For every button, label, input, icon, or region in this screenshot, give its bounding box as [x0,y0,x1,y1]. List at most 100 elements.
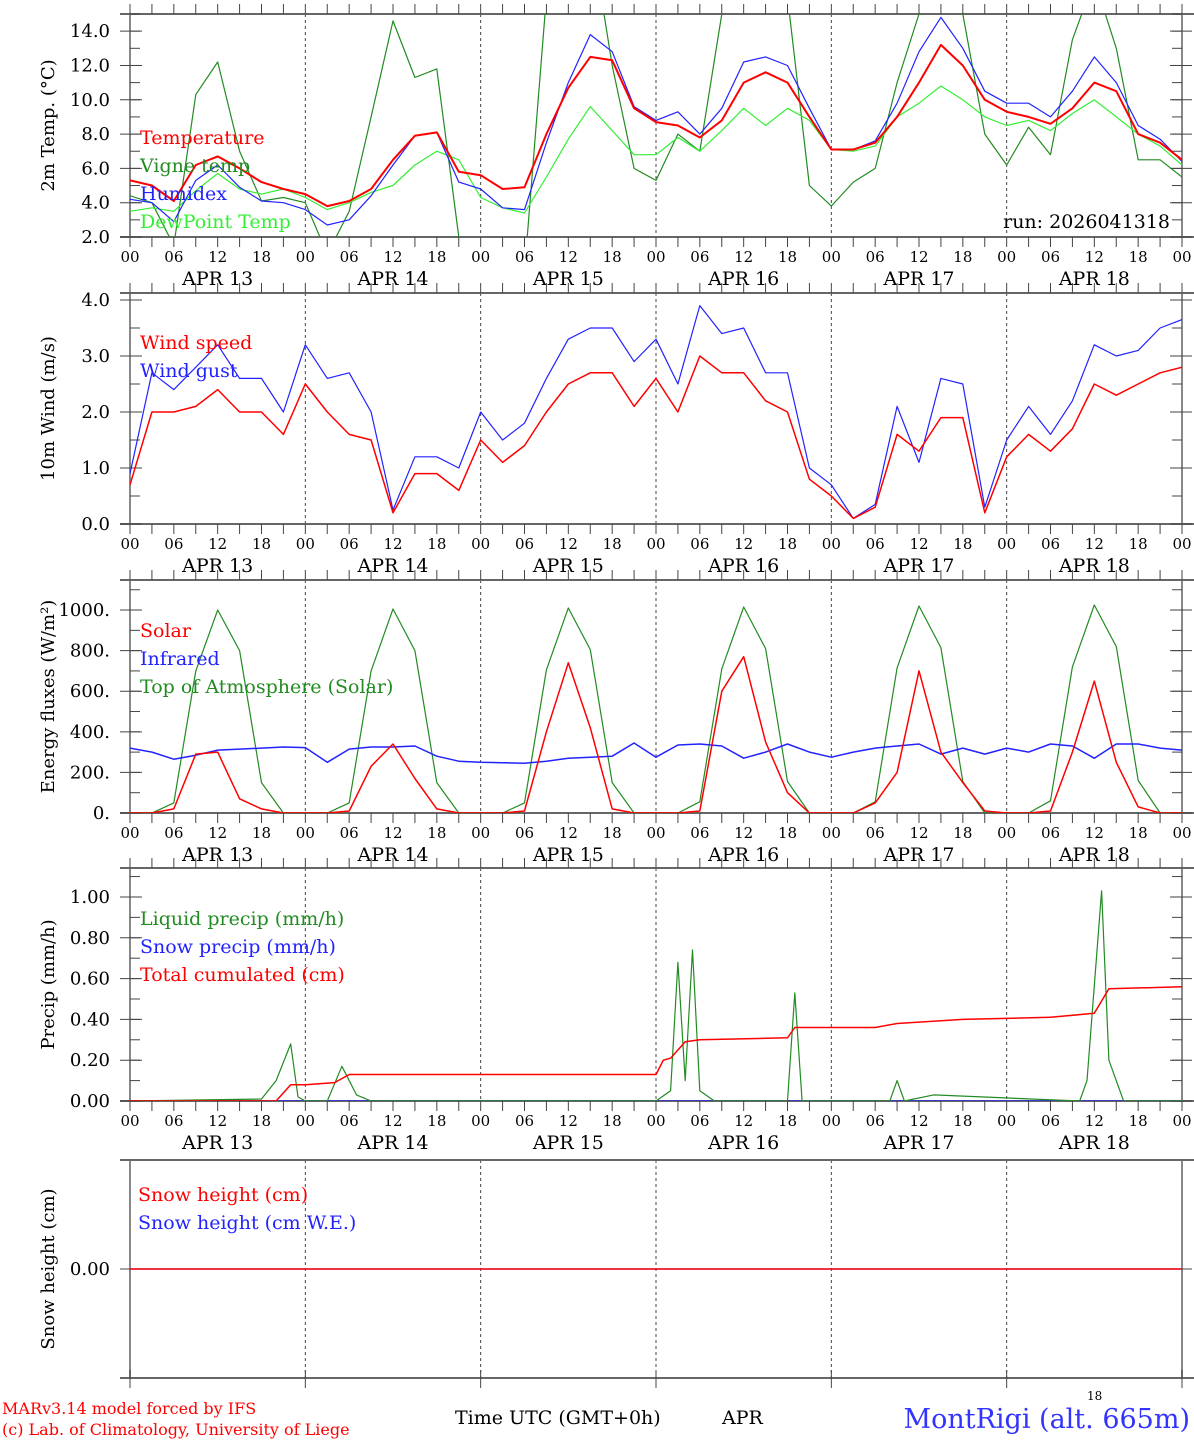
x-tick-label: 12 [208,824,227,842]
series-wind-gust [130,305,1182,520]
x-tick-label: 12 [1085,824,1104,842]
legend-entry: Snow height (cm) [138,1184,308,1206]
x-tick-label: 00 [822,824,841,842]
series-group [130,14,1182,237]
x-tick-label: 06 [690,1112,709,1130]
x-tick-label: 00 [1172,1112,1191,1130]
legend-entry: Vigne temp [139,155,250,177]
y-tick-label: 0.80 [70,928,110,949]
x-tick-label: 18 [1129,248,1148,266]
y-tick-label: 0.60 [70,969,110,990]
x-tick-label: 06 [164,535,183,553]
x-tick-label: 00 [646,1112,665,1130]
x-tick-label: 18 [603,1112,622,1130]
x-tick-label: 18 [427,535,446,553]
x-tick-label: 00 [822,535,841,553]
series-group [130,604,1182,813]
legend-entry: Solar [140,620,192,642]
y-tick-label: 4.0 [81,290,110,311]
x-day-label: APR 13 [181,844,253,866]
x-day-label: APR 14 [356,1132,428,1154]
panel-4: 00 06 12 18 00 06 12 18 00 06 12 18 00 06 12 18 00 06 12 18… [38,858,1194,1154]
x-tick-label: 12 [559,824,578,842]
x-tick-label: 00 [296,535,315,553]
x-tick-label: 18 [953,824,972,842]
x-tick-label: 06 [515,535,534,553]
y-tick-label: 0.0 [81,514,110,535]
run-annotation: run: 2026041318 [1003,211,1170,233]
x-tick-label: 00 [822,1112,841,1130]
x-tick-label: 06 [515,1112,534,1130]
y-tick-label: 0.00 [70,1091,110,1112]
x-tick-label: 00 [646,535,665,553]
y-tick-label: 2.0 [81,227,110,248]
legend-entry: Top of Atmosphere (Solar) [140,676,393,698]
y-tick-label: 12.0 [70,55,110,76]
x-tick-label: 12 [909,824,928,842]
x-tick-label: 00 [471,248,490,266]
y-tick-label: 600. [70,681,110,702]
y-tick-label: 6.0 [81,158,110,179]
y-tick-label: 0.00 [70,1259,110,1280]
x-tick-label: 12 [559,1112,578,1130]
x-tick-label: 06 [340,1112,359,1130]
x-tick-label: 06 [866,248,885,266]
series-vigne-temp [130,14,1182,237]
x-tick-label: 06 [340,248,359,266]
y-tick-label: 800. [70,641,110,662]
x-tick-label: 12 [1085,535,1104,553]
legend-entry: DewPoint Temp [140,211,291,233]
y-axis-label: 2m Temp. (°C) [38,59,59,191]
x-tick-label: 12 [383,824,402,842]
x-tick-label: 06 [1041,535,1060,553]
x-tick-label: 18 [953,248,972,266]
x-tick-label: 18 [252,1112,271,1130]
x-axis-title: Time UTC (GMT+0h) [455,1407,661,1429]
x-tick-label: 18 [427,824,446,842]
y-tick-label: 4.0 [81,193,110,214]
x-tick-label: 06 [690,535,709,553]
x-day-label: APR 15 [532,844,604,866]
y-axis-label: Precip (mm/h) [38,919,59,1049]
x-tick-label: 12 [909,248,928,266]
x-day-label: APR 15 [532,1132,604,1154]
x-tick-label: 12 [734,824,753,842]
x-day-label: APR 13 [181,1132,253,1154]
x-tick-label: 18 [778,824,797,842]
y-tick-label: 10.0 [70,90,110,111]
x-tick-label: 18 [427,1112,446,1130]
x-tick-label: 00 [471,535,490,553]
x-tick-label: 06 [690,824,709,842]
x-tick-label: 12 [734,248,753,266]
x-day-label: APR 17 [882,1132,954,1154]
x-tick-label: 18 [252,535,271,553]
y-axis-label: 10m Wind (m/s) [38,336,59,481]
panel-5: 0.00 Snow height (cm) Snow height (cm) Snow… [38,1159,1194,1388]
x-tick-label: 06 [340,824,359,842]
y-axis-label: Snow height (cm) [38,1188,59,1349]
x-axis-month: APR [721,1407,764,1429]
x-tick-label: 06 [690,248,709,266]
x-tick-label: 00 [296,1112,315,1130]
x-day-label: APR 18 [1058,268,1130,290]
x-tick-label: 18 [1129,824,1148,842]
legend-entry: Liquid precip (mm/h) [140,908,344,930]
x-tick-label: 12 [1085,248,1104,266]
x-day-label: APR 16 [707,1132,779,1154]
x-tick-label: 00 [646,248,665,266]
x-tick-label: 06 [1041,824,1060,842]
station-name: MontRigi (alt. 665m) [903,1404,1190,1435]
x-tick-label: 12 [208,248,227,266]
x-tick-label: 12 [383,535,402,553]
x-tick-label: 06 [866,1112,885,1130]
y-axis-label: Energy fluxes (W/m²) [38,600,59,794]
legend-entry: Snow height (cm W.E.) [138,1212,356,1234]
x-tick-label: 00 [120,824,139,842]
x-tick-label: 12 [909,1112,928,1130]
x-tick-label: 00 [822,248,841,266]
y-tick-label: 1.00 [70,887,110,908]
y-tick-label: 14.0 [70,21,110,42]
x-tick-label: 00 [120,535,139,553]
x-tick-label: 12 [208,1112,227,1130]
